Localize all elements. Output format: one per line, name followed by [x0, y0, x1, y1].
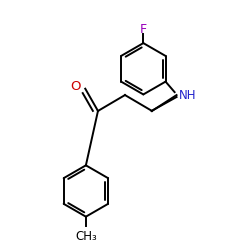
Text: O: O [70, 80, 80, 93]
Text: CH₃: CH₃ [75, 230, 97, 243]
Text: F: F [140, 23, 147, 36]
Text: NH: NH [179, 88, 196, 102]
